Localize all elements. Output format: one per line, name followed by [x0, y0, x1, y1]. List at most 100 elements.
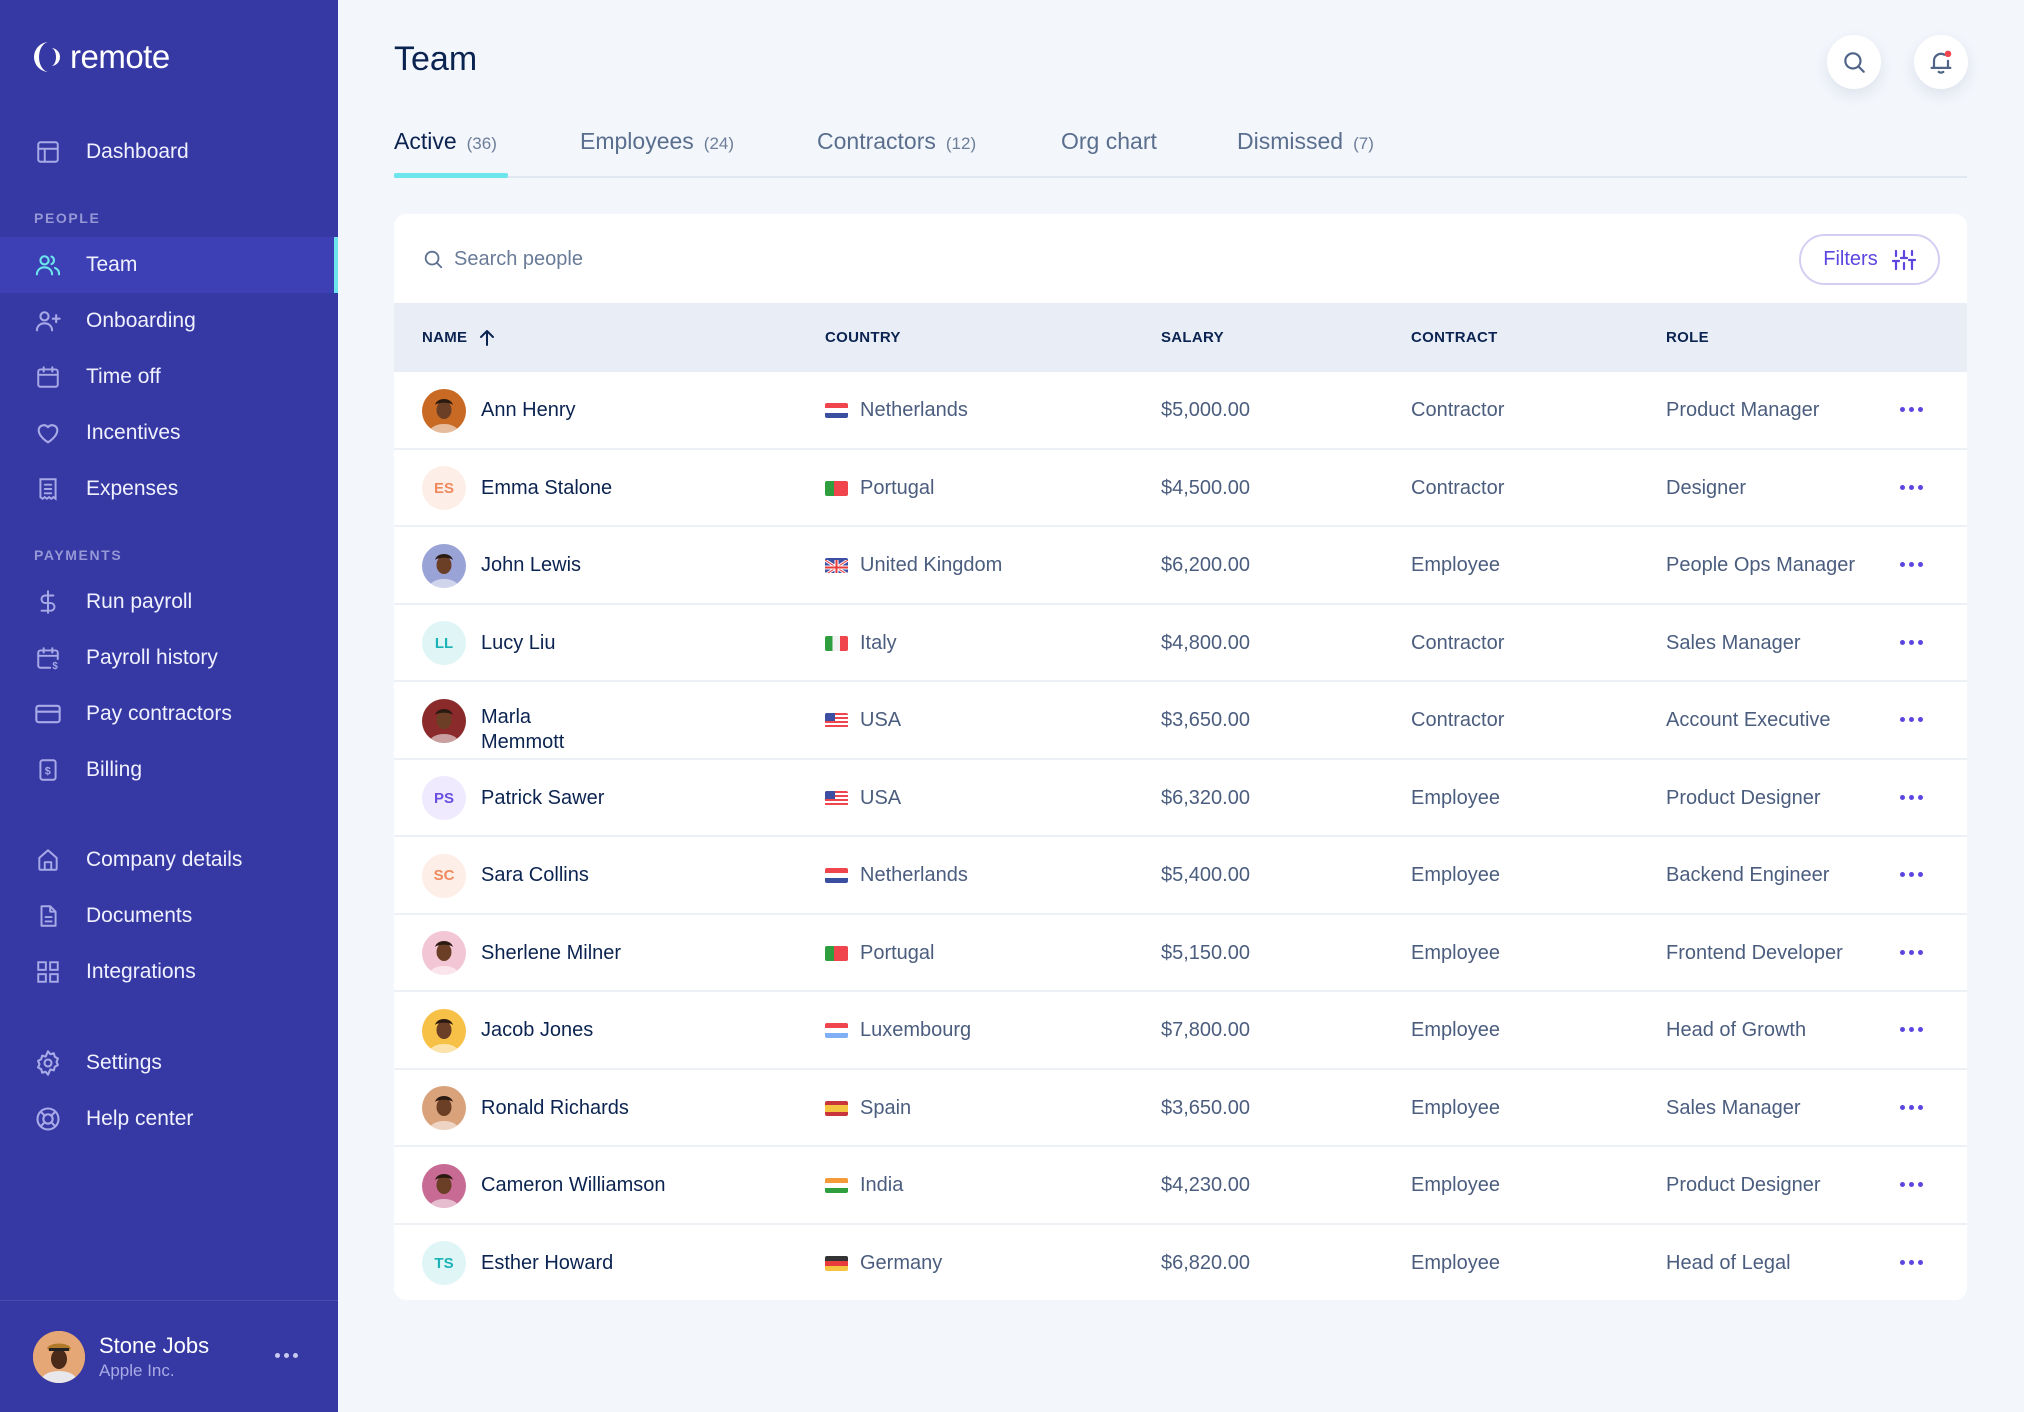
- global-search-button[interactable]: [1827, 35, 1881, 89]
- contract-cell: Employee: [1411, 1070, 1500, 1148]
- row-actions-button[interactable]: [1900, 1182, 1923, 1187]
- salary-cell: $4,230.00: [1161, 1147, 1250, 1225]
- person-name[interactable]: John Lewis: [481, 554, 582, 577]
- person-name[interactable]: Patrick Sawer: [481, 786, 605, 809]
- column-header-contract[interactable]: CONTRACT: [1411, 303, 1498, 372]
- sidebar-item-incentives[interactable]: Incentives: [0, 405, 338, 461]
- row-actions-button[interactable]: [1900, 1259, 1923, 1265]
- sidebar-item-integrations[interactable]: Integrations: [0, 944, 338, 1000]
- table-row[interactable]: PS Patrick Sawer USA $6,320.00 Employee …: [394, 760, 1967, 837]
- remote-logo[interactable]: remote: [33, 38, 170, 76]
- person-name[interactable]: Esther Howard: [481, 1251, 614, 1274]
- tab-label: Dismissed: [1237, 128, 1344, 154]
- germany-flag-icon: [825, 1255, 848, 1271]
- more-dot-icon: [1900, 1182, 1905, 1187]
- tab-dismissed[interactable]: Dismissed (7): [1237, 128, 1374, 155]
- more-dot-icon: [1900, 1259, 1905, 1265]
- brand-name: remote: [70, 38, 170, 75]
- table-row[interactable]: LL Lucy Liu Italy $4,800.00 Contractor S…: [394, 605, 1967, 682]
- row-actions-button[interactable]: [1900, 872, 1923, 877]
- person-name[interactable]: Lucy Liu: [481, 631, 556, 654]
- row-actions-button[interactable]: [1900, 1027, 1923, 1032]
- portugal-flag-icon: [825, 480, 848, 496]
- country-name: Portugal: [860, 476, 935, 499]
- table-row[interactable]: SC Sara Collins Netherlands $5,400.00 Em…: [394, 837, 1967, 915]
- row-actions-button[interactable]: [1900, 639, 1923, 645]
- sidebar-item-help-center[interactable]: Help center: [0, 1091, 338, 1147]
- table-row[interactable]: Cameron Williamson India $4,230.00 Emplo…: [394, 1147, 1967, 1225]
- country-cell: Germany: [825, 1225, 942, 1301]
- person-name[interactable]: Cameron Williamson: [481, 1174, 666, 1197]
- column-header-role[interactable]: ROLE: [1666, 303, 1709, 372]
- sidebar-item-label: Pay contractors: [86, 702, 232, 725]
- table-row[interactable]: Marla Memmott USA $3,650.00 Contractor A…: [394, 682, 1967, 760]
- sidebar-item-billing[interactable]: $ Billing: [0, 742, 338, 798]
- user-company: Apple Inc.: [99, 1360, 175, 1380]
- sidebar-item-company-details[interactable]: Company details: [0, 832, 338, 888]
- sidebar-item-label: Help center: [86, 1107, 194, 1130]
- user-menu-button[interactable]: [275, 1353, 298, 1358]
- more-dot-icon: [1900, 794, 1905, 800]
- more-dot-icon: [1918, 717, 1923, 722]
- filters-button[interactable]: Filters: [1799, 234, 1940, 285]
- user-profile[interactable]: Stone Jobs Apple Inc.: [0, 1300, 338, 1412]
- country-cell: Luxembourg: [825, 992, 971, 1070]
- sidebar-item-label: Expenses: [86, 477, 179, 500]
- sidebar-item-run-payroll[interactable]: Run payroll: [0, 574, 338, 630]
- person-name[interactable]: Emma Stalone: [481, 476, 613, 499]
- person-name[interactable]: Sherlene Milner: [481, 941, 622, 964]
- person-name[interactable]: Marla Memmott: [481, 705, 565, 753]
- table-row[interactable]: John Lewis United Kingdom $6,200.00 Empl…: [394, 527, 1967, 605]
- tab-bar: Active (36) Employees (24) Contractors (…: [394, 118, 1967, 178]
- usa-flag-icon: [825, 713, 848, 729]
- sidebar-item-dashboard[interactable]: Dashboard: [0, 124, 338, 180]
- row-actions-button[interactable]: [1900, 1104, 1923, 1110]
- tab-employees[interactable]: Employees (24): [580, 128, 734, 155]
- more-dot-icon: [1918, 1027, 1923, 1032]
- sidebar-item-time-off[interactable]: Time off: [0, 349, 338, 405]
- contract-type: Employee: [1411, 941, 1500, 964]
- tab-contractors[interactable]: Contractors (12): [817, 128, 976, 155]
- row-actions-button[interactable]: [1900, 407, 1923, 412]
- avatar-initials: PS: [422, 776, 466, 821]
- row-actions-button[interactable]: [1900, 484, 1923, 490]
- contract-type: Employee: [1411, 864, 1500, 887]
- country-name: Netherlands: [860, 399, 968, 422]
- column-header-name[interactable]: NAME: [422, 303, 495, 372]
- tab-active[interactable]: Active (36): [394, 128, 497, 155]
- table-row[interactable]: Sherlene Milner Portugal $5,150.00 Emplo…: [394, 915, 1967, 992]
- row-actions-button[interactable]: [1900, 949, 1923, 955]
- home-icon: [34, 846, 62, 874]
- role-cell: People Ops Manager: [1666, 527, 1855, 605]
- sidebar-item-pay-contractors[interactable]: Pay contractors: [0, 686, 338, 742]
- sidebar-item-team[interactable]: Team: [0, 237, 338, 293]
- table-row[interactable]: ES Emma Stalone Portugal $4,500.00 Contr…: [394, 450, 1967, 527]
- table-row[interactable]: TS Esther Howard Germany $6,820.00 Emplo…: [394, 1225, 1967, 1301]
- row-actions-button[interactable]: [1900, 562, 1923, 567]
- notifications-button[interactable]: [1914, 35, 1968, 89]
- row-actions-button[interactable]: [1900, 717, 1923, 722]
- sidebar-item-payroll-history[interactable]: $ Payroll history: [0, 630, 338, 686]
- tab-org-chart[interactable]: Org chart: [1061, 128, 1157, 155]
- column-header-salary[interactable]: SALARY: [1161, 303, 1224, 372]
- column-header-country[interactable]: COUNTRY: [825, 303, 901, 372]
- row-actions-button[interactable]: [1900, 794, 1923, 800]
- table-row[interactable]: Ann Henry Netherlands $5,000.00 Contract…: [394, 372, 1967, 450]
- name-cell: Ann Henry: [422, 372, 576, 450]
- sidebar: remote Dashboard PEOPLE Team Onboarding …: [0, 0, 338, 1412]
- sidebar-item-expenses[interactable]: Expenses: [0, 461, 338, 517]
- sidebar-item-settings[interactable]: Settings: [0, 1035, 338, 1091]
- sidebar-item-onboarding[interactable]: Onboarding: [0, 293, 338, 349]
- person-name[interactable]: Sara Collins: [481, 864, 589, 887]
- search-people-input[interactable]: [454, 242, 1154, 276]
- sidebar-item-documents[interactable]: Documents: [0, 888, 338, 944]
- avatar-initials: TS: [422, 1241, 466, 1286]
- table-row[interactable]: Jacob Jones Luxembourg $7,800.00 Employe…: [394, 992, 1967, 1070]
- person-name[interactable]: Ronald Richards: [481, 1096, 629, 1119]
- contract-type: Contractor: [1411, 476, 1505, 499]
- table-row[interactable]: Ronald Richards Spain $3,650.00 Employee…: [394, 1070, 1967, 1148]
- person-name[interactable]: Jacob Jones: [481, 1019, 594, 1042]
- person-name[interactable]: Ann Henry: [481, 399, 576, 422]
- role-cell: Product Designer: [1666, 1147, 1821, 1225]
- more-dot-icon: [1918, 484, 1923, 490]
